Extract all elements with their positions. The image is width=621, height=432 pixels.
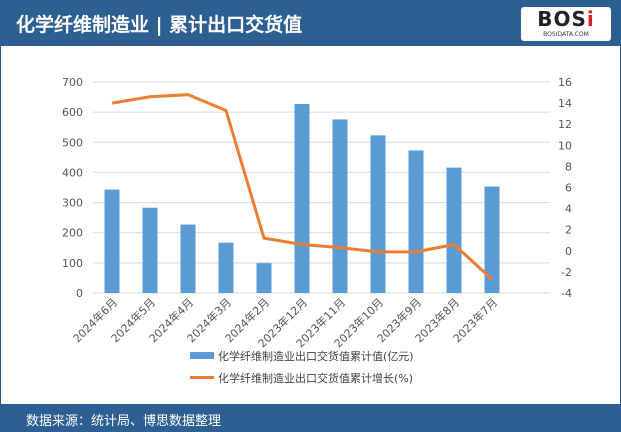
- bar: [104, 189, 120, 293]
- y-right-tick-label: 2: [565, 224, 572, 237]
- y-left-tick-label: 500: [62, 136, 83, 149]
- bar: [370, 135, 386, 293]
- bar: [484, 186, 500, 293]
- legend-swatch-line: [190, 376, 214, 379]
- y-right-tick-label: 14: [558, 97, 572, 110]
- bar: [180, 224, 196, 293]
- y-right-tick-label: 8: [565, 160, 572, 173]
- bosi-logo: BOSi BOSIDATA.COM: [521, 7, 611, 41]
- bar: [256, 263, 272, 293]
- data-source: 数据来源：统计局、博思数据整理: [26, 414, 222, 429]
- y-right-tick-label: 4: [565, 203, 572, 216]
- legend-swatch-bar: [190, 352, 214, 359]
- legend-label-line: 化学纤维制造业出口交货值累计增长(%): [218, 371, 413, 385]
- page-title: 化学纤维制造业 | 累计出口交货值: [16, 14, 303, 36]
- bar: [218, 242, 234, 293]
- y-left-tick-label: 100: [62, 257, 83, 270]
- bar: [408, 150, 424, 293]
- header-bar: 化学纤维制造业 | 累计出口交货值 BOSi BOSIDATA.COM: [0, 0, 621, 46]
- bar: [332, 119, 348, 294]
- y-left-tick-label: 400: [62, 166, 83, 179]
- bar: [294, 104, 310, 293]
- bar: [142, 207, 158, 293]
- y-right-tick-label: -2: [561, 266, 572, 279]
- bar: [446, 167, 462, 293]
- y-left-tick-label: 200: [62, 227, 83, 240]
- y-left-tick-label: 700: [62, 76, 83, 89]
- y-right-tick-label: 0: [565, 245, 572, 258]
- y-left-tick-label: 0: [76, 287, 83, 300]
- y-right-tick-label: 10: [558, 139, 572, 152]
- y-right-tick-label: -4: [561, 287, 572, 300]
- footer-bar: 数据来源：统计局、博思数据整理: [0, 404, 621, 432]
- y-left-tick-label: 600: [62, 106, 83, 119]
- y-right-tick-label: 12: [558, 118, 572, 131]
- y-right-tick-label: 6: [565, 182, 572, 195]
- y-left-tick-label: 300: [62, 197, 83, 210]
- legend-label-bar: 化学纤维制造业出口交货值累计值(亿元): [218, 349, 414, 363]
- y-right-tick-label: 16: [558, 76, 572, 89]
